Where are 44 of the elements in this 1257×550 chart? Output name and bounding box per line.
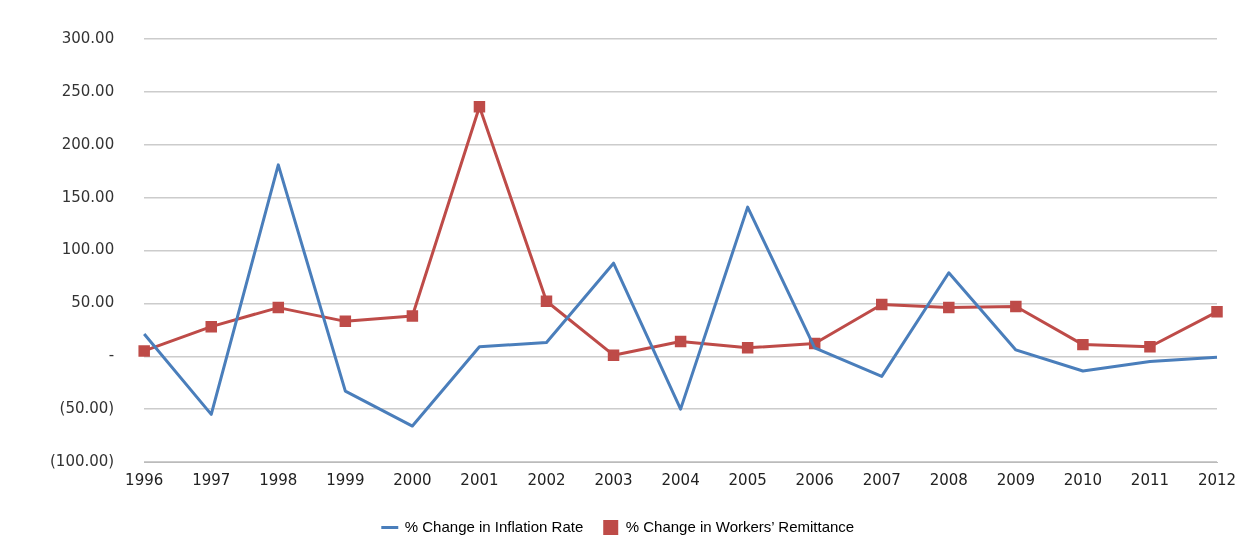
legend-label: % Change in Workers’ Remittance (625, 517, 855, 535)
x-tick-label: 1999 (326, 470, 365, 489)
point (741, 342, 754, 354)
point (943, 301, 955, 314)
point (205, 320, 217, 333)
point (272, 301, 285, 314)
point (540, 295, 553, 307)
x-tick-label: 2009 (996, 470, 1035, 489)
y-tick-label: 50.00 (71, 293, 115, 312)
point (1211, 306, 1223, 318)
x-tick-label: 2005 (728, 470, 767, 489)
y-tick-label: 300.00 (61, 28, 115, 47)
y-tick-label: 100.00 (61, 240, 115, 259)
x-tick-label: 2003 (594, 470, 633, 489)
legend-label: % Change in Inflation Rate (404, 517, 584, 535)
x-tick-label: 2012 (1197, 470, 1237, 489)
x-tick-label: 1997 (192, 470, 231, 489)
point (473, 100, 486, 113)
point (138, 345, 150, 357)
x-tick-label: 2007 (862, 470, 901, 489)
x-tick-label: 2011 (1130, 470, 1170, 489)
x-tick-label: 2006 (795, 470, 834, 489)
x-tick-label: 1998 (259, 470, 298, 489)
x-tick-label: 2010 (1063, 470, 1102, 489)
y-tick-label: 150.00 (61, 187, 115, 206)
x-tick-label: 2008 (929, 470, 968, 489)
point (1144, 340, 1156, 353)
y-tick-label: 250.00 (61, 81, 115, 100)
point (607, 349, 620, 361)
y-tick-label: (50.00) (59, 399, 115, 418)
x-tick-label: 1996 (125, 470, 164, 489)
y-tick-label: 200.00 (61, 134, 115, 153)
x-tick-label: 2000 (393, 470, 432, 489)
x-tick-label: 2002 (527, 470, 566, 489)
y-tick-label: (100.00) (49, 451, 115, 470)
point (339, 315, 352, 328)
x-tick-label: 2001 (460, 470, 499, 489)
point (876, 298, 888, 311)
point (674, 335, 687, 348)
point (1010, 300, 1022, 313)
point (406, 310, 419, 322)
point (1077, 338, 1089, 351)
x-tick-label: 2004 (661, 470, 700, 489)
y-tick-label: - (108, 346, 115, 365)
